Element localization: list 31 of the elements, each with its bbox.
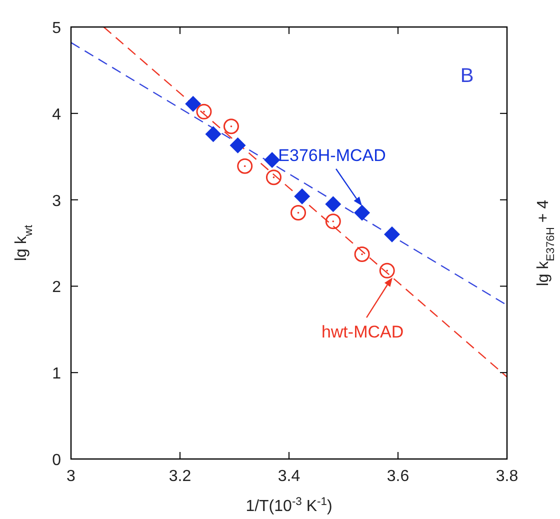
x-tick-label: 3 — [66, 468, 76, 485]
point — [290, 205, 306, 221]
point — [384, 226, 400, 242]
point — [266, 170, 282, 186]
point — [325, 214, 341, 230]
point — [185, 96, 202, 112]
point — [379, 262, 395, 278]
annotation: hwt-MCAD — [321, 322, 404, 342]
point — [264, 152, 280, 168]
x-tick-label: 3.6 — [386, 468, 410, 485]
x-tick-label: 3.2 — [168, 468, 192, 485]
x-tick-label: 3.4 — [278, 468, 300, 485]
point — [196, 104, 212, 120]
point — [237, 158, 253, 174]
y-tick-label: 5 — [52, 20, 62, 37]
y-tick-label: 1 — [52, 366, 62, 383]
y-tick-label: 3 — [52, 192, 62, 210]
point — [205, 126, 222, 142]
point — [223, 118, 239, 134]
x-axis-title: 1/T(10$^{-3}$ K$^{-1}$) — [246, 496, 332, 515]
point — [354, 246, 370, 262]
annotation: E376H-MCAD — [278, 146, 386, 165]
point — [294, 188, 310, 204]
y-tick-label: 0 — [52, 452, 62, 469]
y-tick-label: 4 — [52, 106, 62, 124]
x-tick-label: 3.8 — [496, 468, 518, 485]
point — [325, 196, 342, 212]
point — [354, 204, 370, 221]
annotation: B — [460, 65, 474, 87]
point — [230, 137, 246, 154]
y-tick-label: 2 — [52, 279, 62, 296]
